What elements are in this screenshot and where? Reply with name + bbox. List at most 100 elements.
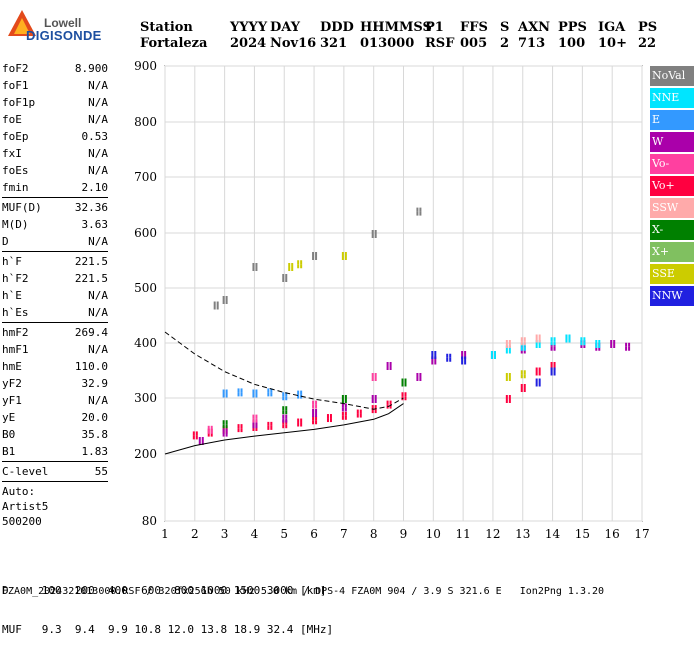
data-point: [237, 428, 240, 433]
data-point: [222, 424, 225, 429]
x-tick-label: 2: [191, 527, 199, 541]
y-tick-label: 200: [134, 447, 157, 461]
x-tick-label: 3: [221, 527, 229, 541]
data-point: [628, 342, 631, 347]
x-tick-label: 1: [161, 527, 169, 541]
data-point: [625, 346, 628, 351]
data-point: [315, 416, 318, 421]
x-tick-label: 4: [251, 527, 259, 541]
data-point: [523, 374, 526, 379]
data-point: [344, 395, 347, 399]
data-point: [431, 360, 434, 365]
data-point: [255, 414, 258, 419]
data-point: [255, 418, 258, 423]
data-point: [270, 388, 273, 393]
data-point: [344, 403, 347, 408]
data-point: [267, 388, 270, 393]
data-point: [198, 437, 201, 441]
data-point: [207, 432, 210, 437]
data-point: [291, 263, 294, 267]
param-value: 55: [94, 465, 108, 478]
data-point: [341, 403, 344, 408]
param-value: N/A: [88, 96, 108, 109]
data-point: [583, 341, 586, 346]
data-point: [222, 420, 225, 425]
header-label: IGA: [598, 20, 626, 35]
param-name: foF1p: [2, 96, 36, 109]
data-point: [252, 393, 255, 398]
data-point: [550, 346, 553, 351]
data-point: [344, 252, 347, 256]
data-point: [282, 406, 285, 411]
data-point: [371, 405, 374, 410]
param-row: D N/A: [2, 233, 108, 250]
ionogram-chart: 1 2 3 4 5 6 7 8 9 10 11 12 13 14 15 16 17 80200300400500…: [134, 59, 650, 541]
header-value: 713: [518, 36, 546, 51]
data-point: [198, 441, 201, 445]
data-point: [371, 399, 374, 403]
data-point: [240, 428, 243, 433]
parameter-panel: foF2 8.900 foF1 N/A foF1p N/A foE N/A foEp 0.53 fx…: [2, 60, 108, 483]
data-point: [568, 338, 571, 343]
param-divider: [2, 481, 108, 482]
data-point: [255, 389, 258, 394]
header-value: RSF: [425, 36, 455, 51]
header-value: 2: [500, 36, 510, 51]
data-point: [285, 424, 288, 429]
data-point: [341, 395, 344, 399]
data-point: [550, 341, 553, 346]
data-point: [297, 390, 300, 395]
data-point: [389, 362, 392, 366]
data-point: [237, 424, 240, 429]
data-point: [431, 355, 434, 359]
data-point: [386, 362, 389, 366]
data-point: [595, 344, 598, 348]
param-name: fxI: [2, 147, 22, 160]
data-point: [550, 367, 553, 372]
param-row: fmin 2.10: [2, 179, 108, 196]
header-value: 005: [460, 36, 488, 51]
data-point: [508, 349, 511, 354]
header-label: FFS: [460, 20, 488, 35]
legend-item: Vo+: [650, 176, 694, 196]
param-value: 269.4: [74, 326, 108, 339]
x-tick-label: 15: [575, 527, 590, 541]
data-point: [195, 431, 198, 436]
data-point: [595, 346, 598, 351]
param-value: 2.10: [81, 181, 109, 194]
data-point: [610, 344, 613, 348]
param-row: C-level 55: [2, 463, 108, 480]
data-point: [288, 267, 291, 271]
data-point: [419, 373, 422, 377]
data-point: [341, 407, 344, 412]
param-name: D: [2, 235, 9, 248]
param-name: foF2: [2, 62, 29, 75]
data-point: [416, 377, 419, 381]
data-point: [207, 425, 210, 430]
artist-version: Artist5: [2, 500, 49, 513]
param-value: 110.0: [74, 360, 108, 373]
data-point: [374, 377, 377, 381]
data-point: [389, 404, 392, 409]
param-name: M(D): [2, 218, 29, 231]
header-label: S: [500, 20, 510, 35]
data-point: [282, 392, 285, 397]
header-value: Fortaleza: [140, 36, 208, 51]
param-name: foE: [2, 113, 22, 126]
param-name: hmF2: [2, 326, 29, 339]
data-point: [538, 334, 541, 339]
data-point: [490, 351, 493, 355]
data-point: [553, 371, 556, 376]
data-point: [505, 399, 508, 403]
data-point: [535, 371, 538, 376]
footer: D 100 200 400 600 800 1000 1500 3000 [km…: [2, 558, 333, 649]
data-point: [267, 425, 270, 430]
param-name: yF2: [2, 377, 22, 390]
data-point: [282, 274, 285, 278]
data-point: [297, 418, 300, 423]
data-point: [285, 392, 288, 397]
param-value: N/A: [88, 147, 108, 160]
data-point: [341, 399, 344, 403]
x-tick-label: 16: [605, 527, 620, 541]
header-value: 22: [638, 36, 657, 51]
